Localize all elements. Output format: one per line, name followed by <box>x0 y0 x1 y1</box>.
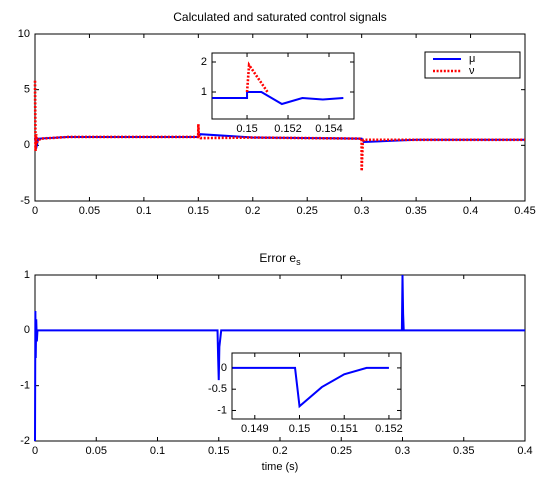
x-tick-label: 0.15 <box>236 123 257 135</box>
x-tick-label: 0 <box>32 445 38 457</box>
series-line <box>212 91 344 106</box>
y-tick-label: 10 <box>18 28 30 40</box>
x-tick-label: 0.45 <box>514 205 535 217</box>
y-tick-label: 0 <box>221 362 227 374</box>
x-tick-label: 0.3 <box>395 445 410 457</box>
x-tick-label: 0.25 <box>331 445 352 457</box>
legend-label: ν <box>469 65 475 77</box>
x-tick-label: 0.4 <box>517 445 532 457</box>
title-text: Error e <box>259 251 296 265</box>
axes <box>231 352 402 420</box>
x-tick-label: 0.2 <box>245 205 260 217</box>
y-tick-label: 2 <box>201 56 207 68</box>
y-tick-label: -5 <box>20 195 30 207</box>
y-tick-label: 0 <box>24 139 30 151</box>
x-tick-label: 0.4 <box>463 205 478 217</box>
x-tick-label: 0.154 <box>315 123 343 135</box>
y-tick-label: -0.5 <box>208 383 227 395</box>
x-tick-label: 0.05 <box>79 205 100 217</box>
x-axis-label: time (s) <box>262 461 299 473</box>
x-tick-label: 0.05 <box>86 445 107 457</box>
y-tick-label: -1 <box>20 380 30 392</box>
series-line <box>34 274 525 442</box>
series-line <box>232 366 389 409</box>
legend <box>424 51 521 79</box>
chart-title: Error es <box>259 251 301 267</box>
x-tick-label: 0.1 <box>136 205 151 217</box>
x-tick-label: 0.152 <box>375 423 403 435</box>
axes <box>211 52 355 120</box>
series-line <box>245 61 269 93</box>
x-tick-label: 0.15 <box>188 205 209 217</box>
series-line <box>33 80 525 171</box>
x-tick-label: 0.3 <box>354 205 369 217</box>
x-tick-label: 0.25 <box>297 205 318 217</box>
x-tick-label: 0.151 <box>330 423 358 435</box>
x-tick-label: 0.15 <box>208 445 229 457</box>
y-tick-label: 0 <box>24 324 30 336</box>
x-tick-label: 0.1 <box>150 445 165 457</box>
x-tick-label: 0 <box>32 205 38 217</box>
x-tick-label: 0.152 <box>274 123 302 135</box>
title-subscript: s <box>296 257 301 267</box>
chart-title: Calculated and saturated control signals <box>173 10 386 24</box>
x-tick-label: 0.149 <box>241 423 269 435</box>
y-tick-label: -2 <box>20 435 30 447</box>
x-tick-label: 0.35 <box>405 205 426 217</box>
y-tick-label: -1 <box>217 404 227 416</box>
y-tick-label: 1 <box>24 269 30 281</box>
x-tick-label: 0.15 <box>289 423 310 435</box>
legend-label: μ <box>469 53 475 65</box>
x-tick-label: 0.2 <box>272 445 287 457</box>
y-tick-label: 1 <box>201 86 207 98</box>
y-tick-label: 5 <box>24 84 30 96</box>
x-tick-label: 0.35 <box>453 445 474 457</box>
